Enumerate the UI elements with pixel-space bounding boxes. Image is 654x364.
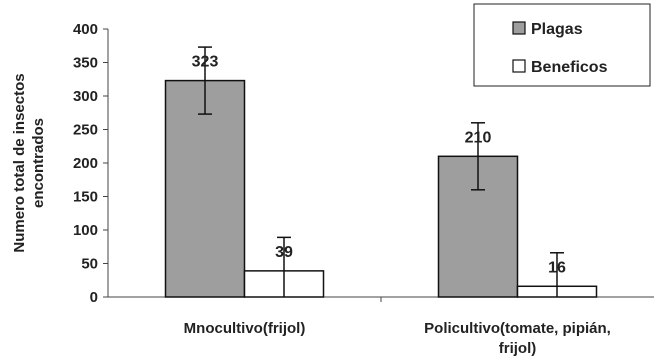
legend-box [473,3,651,87]
y-tick-label: 400 [73,21,98,38]
y-tick-label: 100 [73,222,98,239]
legend-swatch-plagas [512,21,526,35]
y-tick-label: 300 [73,88,98,105]
y-tick-label: 0 [90,289,98,306]
data-label: 39 [275,244,293,261]
y-axis-title: Numero total de insectos encontrados [11,73,47,252]
y-tick-label: 50 [81,256,98,273]
data-label: 210 [465,129,492,146]
y-tick-labels: 0 50 100 150 200 250 300 350 400 [73,21,98,306]
legend: Plagas Beneficos [473,3,651,87]
y-tick-label: 350 [73,55,98,72]
y-tick-label: 200 [73,155,98,172]
category-labels: Mnocultivo(frijol) Policultivo(tomate, pi… [184,320,611,357]
data-label: 16 [548,259,566,276]
legend-label: Beneficos [531,59,608,76]
legend-label: Plagas [531,21,583,38]
category-label: Policultivo(tomate, pipián, [424,320,611,337]
legend-swatch-beneficos [512,59,526,73]
y-axis-title-line: encontrados [30,118,47,208]
category-label: Mnocultivo(frijol) [184,320,306,337]
data-labels: 323 210 39 16 [192,54,566,277]
bars [164,79,598,298]
error-bars [198,46,564,297]
y-tick-label: 250 [73,122,98,139]
bar-plagas-0 [164,79,246,298]
data-label: 323 [192,54,219,71]
category-label: frijol) [499,340,537,357]
y-axis-title-line: Numero total de insectos [11,73,28,252]
y-tick-label: 150 [73,189,98,206]
